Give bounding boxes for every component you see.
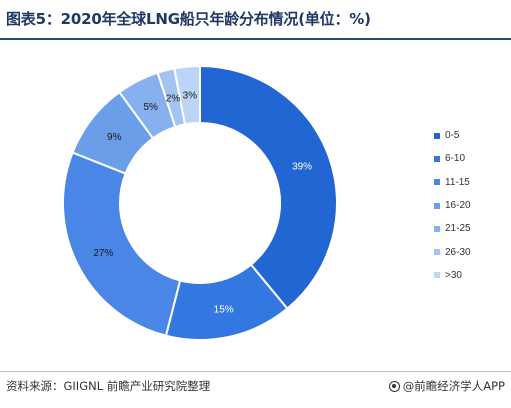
donut-data-labels: 39% 15% 27% 9% 5% 2% 3% — [93, 90, 312, 315]
legend-swatch — [434, 272, 440, 279]
legend-swatch — [434, 249, 440, 256]
donut-slice-1 — [199, 64, 338, 310]
legend-label: 0-5 — [445, 130, 460, 142]
donut-slice-7 — [173, 64, 201, 126]
data-label-6: 2% — [166, 93, 181, 104]
legend-label: >30 — [445, 269, 462, 281]
legend-label: 21-25 — [445, 223, 471, 235]
donut-chart: 39% 15% 27% 9% 5% 2% 3% — [62, 64, 338, 341]
footer-divider — [0, 371, 511, 372]
data-label-2: 15% — [214, 304, 234, 315]
legend-label: 6-10 — [445, 153, 466, 165]
legend-item-6: 26-30 — [434, 240, 510, 263]
data-label-4: 9% — [107, 132, 122, 143]
brand-logo-icon — [388, 380, 400, 392]
legend-item-2: 6-10 — [434, 147, 510, 170]
chart-legend: 0-5 6-10 11-15 16-20 21-25 26-30 >30 — [434, 124, 510, 287]
data-label-3: 27% — [93, 248, 113, 259]
legend-item-3: 11-15 — [434, 171, 510, 194]
legend-item-7: >30 — [434, 264, 510, 287]
legend-item-4: 16-20 — [434, 194, 510, 217]
brand-credit: @前瞻经济学人APP — [388, 378, 505, 394]
legend-label: 16-20 — [445, 200, 471, 212]
donut-slice-3 — [62, 151, 182, 337]
legend-item-1: 0-5 — [434, 124, 510, 147]
legend-swatch — [434, 202, 440, 209]
source-note: 资料来源：GIIGNL 前瞻产业研究院整理 — [6, 379, 211, 393]
donut-slices — [62, 64, 338, 341]
legend-swatch — [434, 225, 440, 232]
data-label-7: 3% — [183, 90, 198, 101]
legend-swatch — [434, 132, 440, 139]
data-label-5: 5% — [144, 102, 159, 113]
data-label-1: 39% — [292, 162, 312, 173]
legend-label: 11-15 — [445, 176, 470, 188]
chart-title: 图表5：2020年全球LNG船只年龄分布情况(单位：%) — [6, 10, 371, 28]
legend-swatch — [434, 155, 440, 162]
legend-swatch — [434, 179, 440, 186]
brand-text: @前瞻经济学人APP — [402, 379, 505, 393]
title-divider — [0, 38, 511, 40]
legend-label: 26-30 — [445, 246, 471, 258]
legend-item-5: 21-25 — [434, 217, 510, 240]
